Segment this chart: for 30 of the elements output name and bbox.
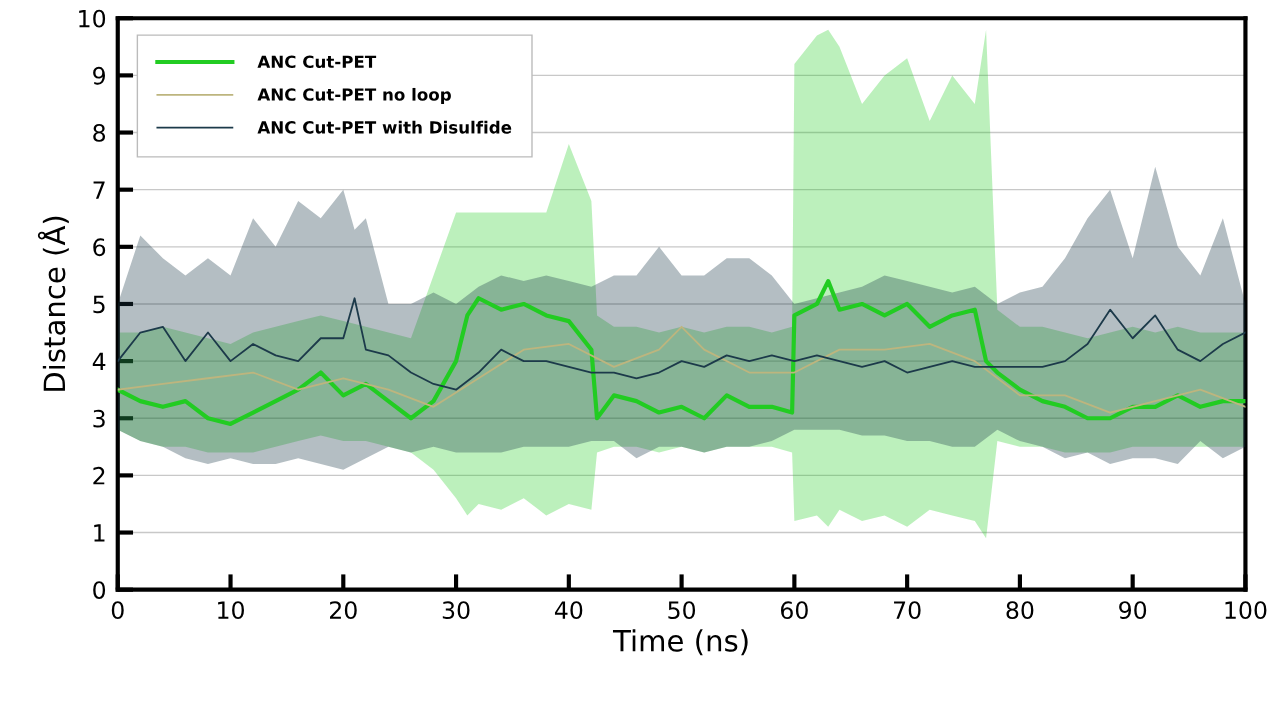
legend-label: ANC Cut-PET	[257, 55, 377, 69]
legend-label: ANC Cut-PET with Disulfide	[257, 120, 512, 134]
line-series	[117, 279, 1246, 427]
legend-label: ANC Cut-PET no loop	[257, 87, 451, 105]
x-tick-label: 30	[442, 601, 470, 620]
x-tick-label: 90	[1119, 601, 1147, 620]
y-tick-label: 4	[92, 352, 106, 371]
x-tick-label: 60	[780, 601, 808, 620]
x-tick-label: 10	[218, 601, 244, 620]
y-tick-label: 0	[93, 581, 106, 599]
y-tick-label: 6	[93, 238, 106, 257]
line-series	[117, 297, 1246, 391]
line-series	[117, 325, 1246, 414]
y-axis-title: Distance (Å)	[37, 216, 69, 391]
y-tick-label: 8	[93, 123, 106, 142]
x-tick-label: 0	[111, 601, 124, 620]
x-tick-label: 100	[1225, 601, 1267, 620]
x-tick-label: 50	[668, 601, 696, 620]
y-tick-label: 7	[93, 181, 105, 199]
x-axis-title: Time (ns)	[612, 629, 748, 656]
x-tick-label: 20	[330, 601, 357, 620]
y-tick-label: 3	[93, 409, 105, 428]
y-tick-label: 1	[94, 524, 105, 542]
x-tick-label: 80	[1006, 601, 1034, 620]
y-tick-label: 5	[93, 295, 105, 314]
x-tick-label: 70	[894, 601, 921, 620]
y-tick-label: 2	[93, 466, 105, 485]
y-tick-label: 9	[93, 66, 105, 85]
x-tick-label: 40	[554, 601, 583, 620]
y-tick-label: 10	[79, 9, 106, 28]
